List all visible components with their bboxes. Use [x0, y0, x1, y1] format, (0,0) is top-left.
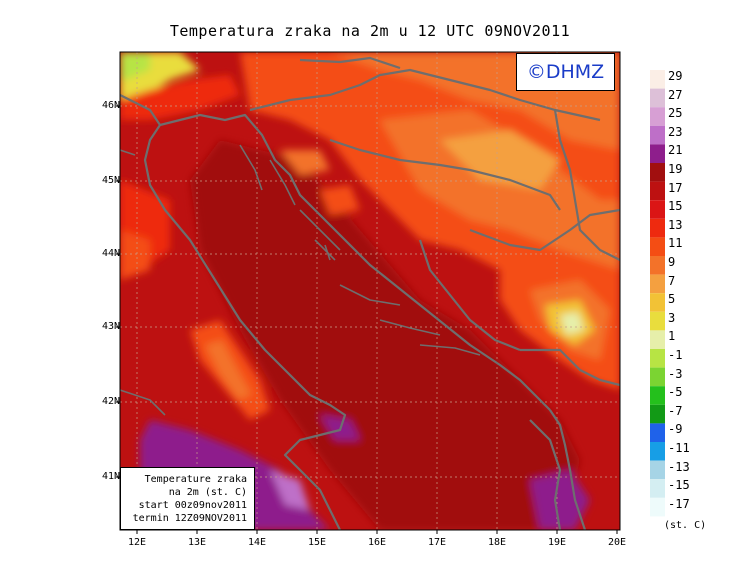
legend-swatch--17 [650, 497, 665, 517]
legend-label-17: 17 [668, 180, 683, 195]
lon-label-14e: 14E [247, 537, 267, 548]
lon-label-15e: 15E [307, 537, 327, 548]
info-line-units: na 2m (st. C) [168, 487, 247, 498]
lon-label-18e: 18E [487, 537, 507, 548]
legend-label--3: -3 [668, 366, 683, 381]
lon-label-19e: 19E [547, 537, 567, 548]
legend-swatch-3 [650, 311, 665, 331]
legend-swatch--13 [650, 460, 665, 480]
legend-swatch-5 [650, 293, 665, 312]
legend-label-7: 7 [668, 273, 676, 288]
legend-label--9: -9 [668, 422, 683, 437]
lon-label-16e: 16E [367, 537, 387, 548]
legend-swatch-1 [650, 330, 665, 349]
lat-label-42n: 42N [101, 396, 120, 407]
lat-label-41n: 41N [101, 471, 120, 482]
legend-swatch--1 [650, 349, 665, 368]
lon-label-12e: 12E [127, 537, 147, 548]
legend-swatch-19 [650, 163, 665, 182]
legend-label-27: 27 [668, 87, 683, 102]
legend-swatch-23 [650, 125, 665, 145]
legend-swatch--5 [650, 386, 665, 405]
legend-label-1: 1 [668, 329, 676, 344]
legend-swatch-29 [650, 70, 665, 89]
legend-label--5: -5 [668, 385, 683, 400]
legend-color-boxes [650, 70, 665, 517]
map-frame [119, 51, 621, 531]
legend-swatch-27 [650, 88, 665, 108]
info-line-title: Temperature zraka [144, 474, 247, 485]
lat-label-46n: 46N [101, 100, 120, 111]
legend-swatch-21 [650, 144, 665, 163]
dhmz-logo: ©DHMZ [516, 53, 615, 91]
legend-unit: (st. C) [664, 520, 707, 531]
legend-swatch-25 [650, 107, 665, 126]
info-line-start: start 00z09nov2011 [138, 500, 247, 511]
legend-swatch-13 [650, 218, 665, 238]
legend-label--1: -1 [668, 348, 683, 362]
info-line-termin: termin 12Z09NOV2011 [132, 513, 247, 524]
legend-swatch--3 [650, 367, 665, 387]
legend-swatch--11 [650, 442, 665, 461]
coastlines [120, 56, 620, 530]
legend-label-5: 5 [668, 292, 676, 307]
legend-label-9: 9 [668, 255, 676, 269]
legend-swatch-7 [650, 274, 665, 294]
info-box: Temperature zraka na 2m (st. C) start 00… [120, 467, 255, 530]
legend-swatch--9 [650, 423, 665, 442]
axis-ticks [116, 105, 618, 534]
lat-label-43n: 43N [101, 321, 120, 332]
legend-swatch-9 [650, 256, 665, 275]
legend-swatch--7 [650, 404, 665, 424]
legend-swatch--15 [650, 479, 665, 498]
legend-label--15: -15 [668, 478, 690, 493]
legend-label--13: -13 [668, 459, 690, 474]
legend-label-3: 3 [668, 310, 676, 325]
legend-label-11: 11 [668, 236, 683, 251]
lat-label-45n: 45N [101, 175, 120, 186]
legend-label-29: 29 [668, 69, 683, 83]
grid-lines [120, 52, 620, 530]
lon-label-20e: 20E [607, 537, 627, 548]
legend-swatch-11 [650, 237, 665, 256]
legend-label-13: 13 [668, 217, 683, 232]
legend-label-15: 15 [668, 199, 683, 214]
legend-label--17: -17 [668, 496, 690, 511]
legend-label--11: -11 [668, 441, 690, 455]
legend-label--7: -7 [668, 403, 683, 418]
legend-label-21: 21 [668, 143, 683, 158]
lon-label-13e: 13E [187, 537, 207, 548]
legend-swatch-15 [650, 200, 665, 219]
lon-label-17e: 17E [427, 537, 447, 548]
legend-label-23: 23 [668, 124, 683, 139]
map-title: Temperatura zraka na 2m u 12 UTC 09NOV20… [169, 22, 571, 40]
legend-swatch-17 [650, 181, 665, 201]
legend-label-19: 19 [668, 162, 683, 176]
lat-label-44n: 44N [101, 248, 120, 259]
legend-label-25: 25 [668, 106, 683, 121]
